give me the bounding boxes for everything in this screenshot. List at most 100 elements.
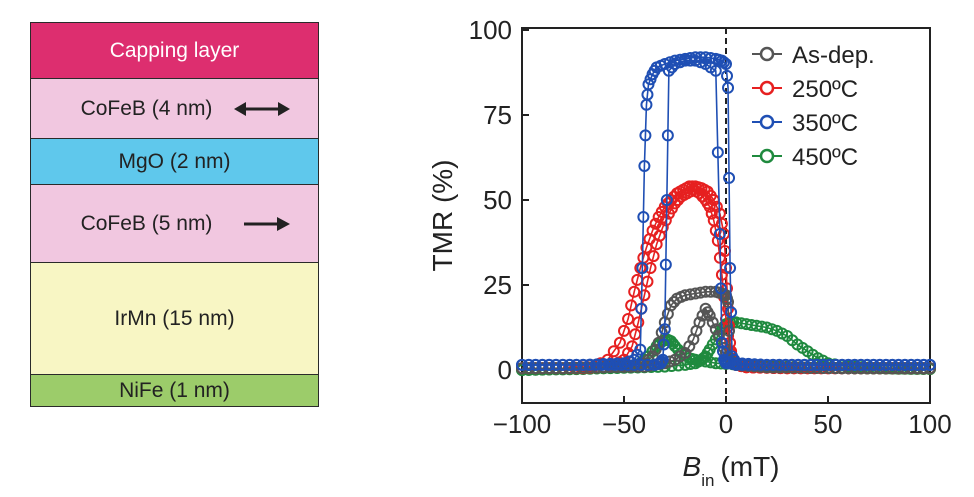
data-point (669, 340, 681, 353)
data-point (924, 358, 936, 371)
y-axis-label: TMR (%) (427, 160, 458, 272)
data-point (716, 345, 729, 358)
data-point (898, 362, 911, 375)
data-point (529, 358, 542, 371)
data-point (867, 362, 880, 375)
data-point (622, 313, 635, 325)
data-point (735, 317, 748, 330)
data-point (886, 362, 899, 375)
data-point (536, 362, 549, 375)
data-point (644, 262, 657, 274)
data-point (628, 285, 641, 298)
data-point (625, 299, 638, 312)
data-point (717, 353, 730, 366)
data-point (721, 69, 734, 82)
data-point (873, 358, 886, 371)
tmr-chart: −100 −50 0 50 100 0 25 50 75 100 As-dep. 250ºC 350º… (427, 15, 952, 490)
x-axis-label: Bin (mT) (683, 451, 780, 490)
nife-layer: NiFe (1 nm) (31, 375, 318, 406)
data-point (754, 358, 767, 371)
x-tick-label: 0 (719, 409, 733, 439)
data-point (570, 358, 583, 371)
data-point (709, 323, 722, 336)
data-point (647, 250, 660, 263)
data-point (720, 58, 732, 70)
legend-marker (759, 148, 775, 164)
data-point (711, 146, 724, 159)
data-point (848, 358, 861, 371)
data-point (748, 358, 761, 371)
data-point (792, 358, 805, 371)
data-point (823, 358, 836, 371)
data-point (717, 56, 730, 69)
data-point (715, 268, 728, 281)
data-point (516, 358, 528, 371)
data-point (798, 358, 811, 371)
data-point (760, 358, 773, 371)
data-point (779, 358, 792, 371)
mgo-barrier-layer: MgO (2 nm) (31, 139, 318, 185)
data-point (638, 160, 651, 172)
data-point (724, 262, 737, 274)
data-point (699, 58, 712, 70)
data-point (880, 362, 893, 375)
data-point (911, 358, 924, 371)
legend-label: 450ºC (792, 144, 858, 171)
data-point (669, 353, 681, 366)
data-point (641, 358, 654, 371)
legend-marker (759, 46, 775, 62)
nife-layer-label: NiFe (1 nm) (119, 378, 230, 402)
data-point (804, 358, 817, 371)
data-point (705, 207, 718, 220)
data-point (634, 343, 647, 356)
data-point (842, 358, 855, 371)
data-point (886, 358, 899, 371)
data-point (628, 358, 641, 371)
data-point (660, 194, 673, 206)
data-point (861, 362, 874, 375)
right-arrow-icon (244, 216, 290, 231)
data-point (817, 358, 830, 371)
data-point (577, 358, 590, 371)
data-point (771, 324, 783, 337)
data-point (649, 217, 662, 230)
data-point (607, 345, 620, 358)
cofeb-free-layer: CoFeB (4 nm) (31, 79, 318, 139)
data-point (618, 324, 630, 337)
x-tick-label: −50 (602, 409, 646, 439)
data-point (659, 258, 672, 271)
y-tick-label: 50 (483, 185, 512, 215)
legend-marker (759, 80, 775, 96)
data-point (589, 358, 602, 371)
data-point (529, 362, 542, 375)
data-point (550, 362, 562, 375)
data-point (867, 358, 880, 371)
data-point (655, 326, 668, 339)
data-point (699, 302, 712, 315)
data-point (785, 358, 798, 371)
data-point (556, 358, 569, 371)
cofeb-pinned-layer-label: CoFeB (5 nm) (80, 211, 213, 235)
data-point (661, 129, 674, 142)
data-point (917, 362, 930, 375)
data-point (621, 358, 634, 371)
layer-stack-diagram: Capping layer CoFeB (4 nm) MgO (2 nm) Co… (30, 22, 319, 407)
data-point (706, 316, 719, 329)
data-point (898, 358, 911, 371)
data-point (684, 358, 697, 371)
data-point (836, 362, 849, 375)
y-tick-label: 0 (498, 355, 512, 385)
irmn-layer-label: IrMn (15 nm) (114, 306, 235, 330)
data-point (713, 228, 726, 240)
data-point (699, 194, 712, 206)
data-point (596, 358, 609, 371)
data-point (662, 64, 675, 77)
data-point (892, 358, 905, 371)
data-point (635, 358, 647, 371)
data-point (522, 358, 535, 371)
x-tick-label: 100 (908, 409, 951, 439)
data-point (905, 362, 918, 375)
data-point (658, 323, 671, 336)
legend-marker (759, 114, 775, 130)
double-arrow-icon (234, 101, 290, 116)
